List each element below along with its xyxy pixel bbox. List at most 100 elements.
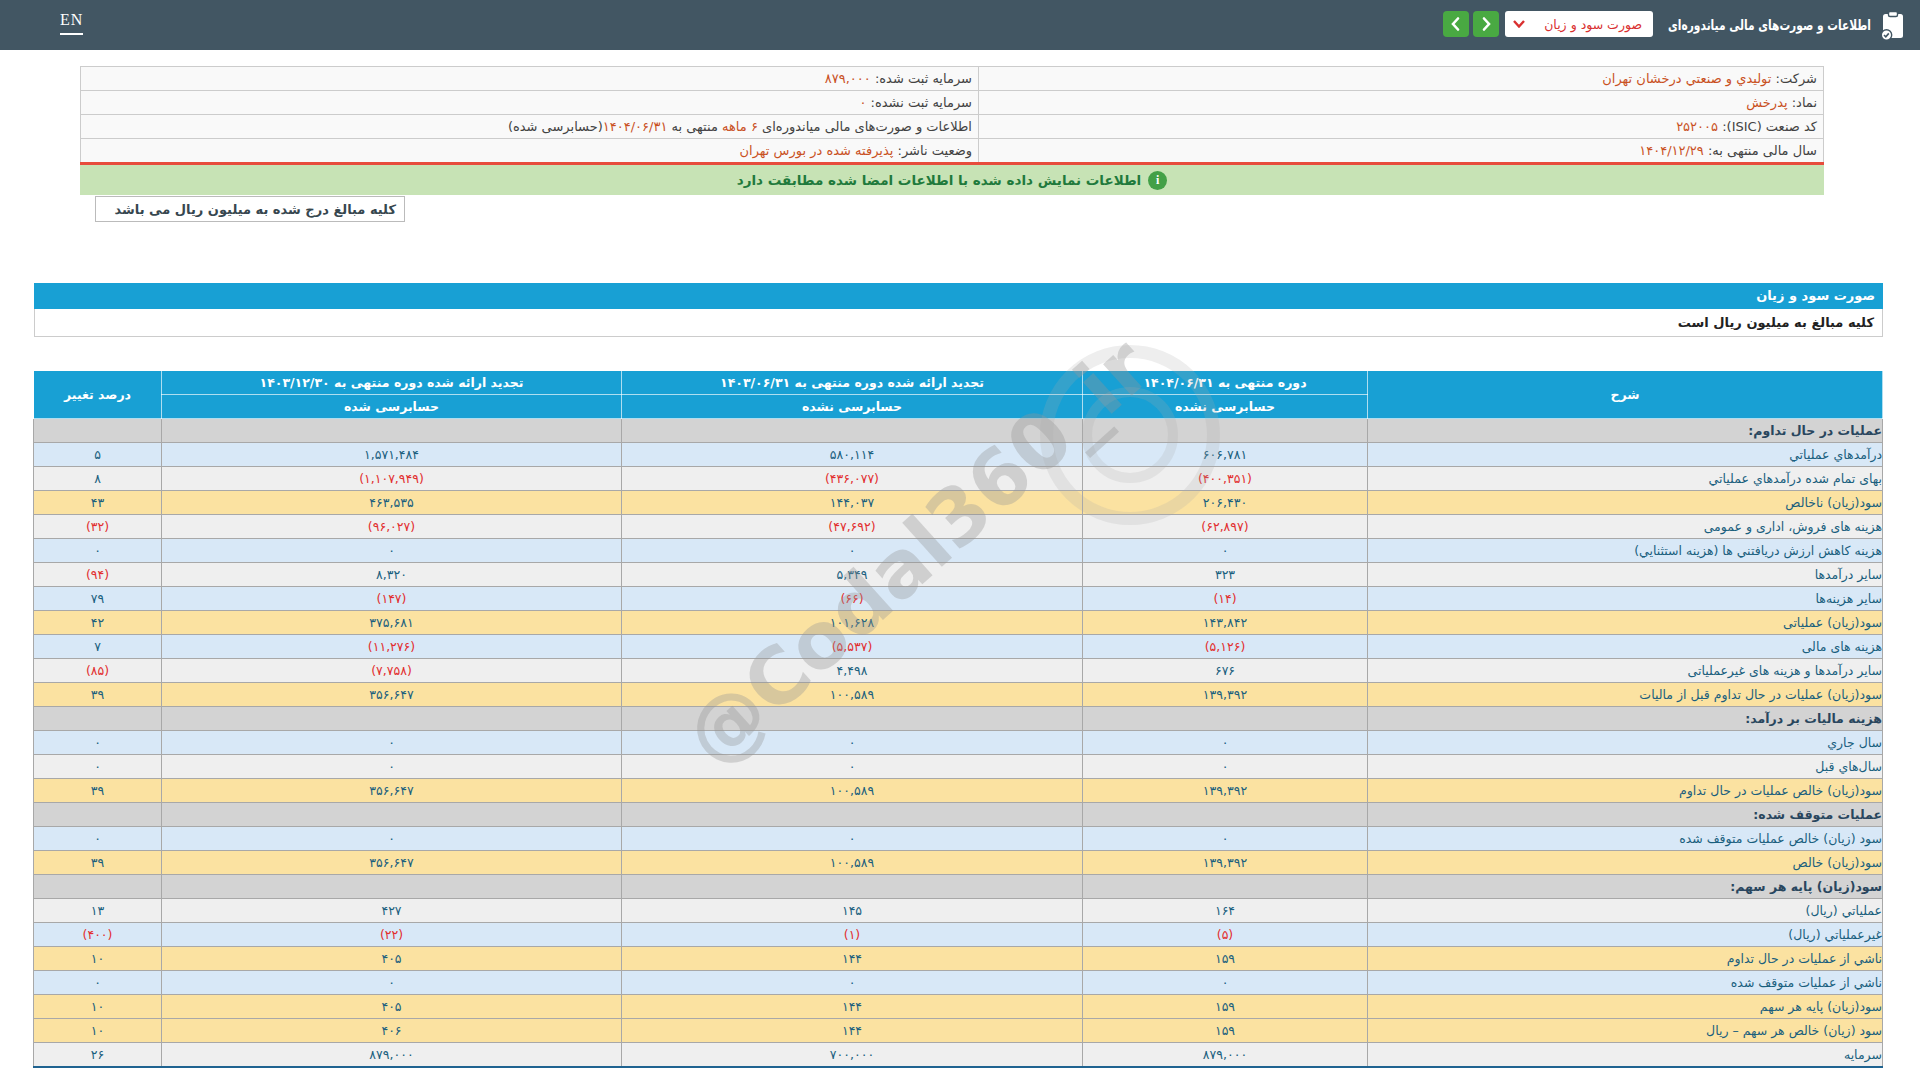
table-row: هزینه های مالی(۵,۱۲۶)(۵,۵۳۷)(۱۱,۲۷۶)۷ bbox=[34, 635, 1883, 659]
value-cell bbox=[622, 875, 1083, 899]
value-cell: ۰ bbox=[622, 731, 1083, 755]
table-row: درآمدهاي عملیاتي۶۰۶,۷۸۱۵۸۰,۱۱۴۱,۵۷۱,۴۸۴۵ bbox=[34, 443, 1883, 467]
value-cell: (۴۳۶,۰۷۷) bbox=[622, 467, 1083, 491]
symbol-value: پدرخش bbox=[1746, 95, 1787, 110]
value-cell: (۷,۷۵۸) bbox=[162, 659, 622, 683]
table-row: بهای تمام شده درآمدهاي عملیاتي(۴۰۰,۳۵۱)(… bbox=[34, 467, 1883, 491]
value-cell: ۳۵۶,۶۴۷ bbox=[162, 779, 622, 803]
value-cell: (۱۴) bbox=[1083, 587, 1368, 611]
row-label: سایر درآمدها bbox=[1368, 563, 1883, 587]
pct-cell bbox=[34, 803, 162, 827]
info-icon: i bbox=[1148, 171, 1167, 190]
row-label: سال‌هاي قبل bbox=[1368, 755, 1883, 779]
table-row: سود(زیان) خالص عملیات در حال تداوم۱۳۹,۳۹… bbox=[34, 779, 1883, 803]
pct-cell: ۰ bbox=[34, 755, 162, 779]
pct-cell: ۱۰ bbox=[34, 1019, 162, 1043]
company-row: سال مالی منتهی به: ۱۴۰۴/۱۲/۲۹ وضعیت ناشر… bbox=[81, 139, 1823, 163]
row-label: سود(زیان) پایه هر سهم bbox=[1368, 995, 1883, 1019]
row-label: عملیات در حال تداوم: bbox=[1368, 419, 1883, 443]
value-cell: ۵,۳۴۹ bbox=[622, 563, 1083, 587]
value-cell: ۰ bbox=[622, 971, 1083, 995]
value-cell: (۵) bbox=[1083, 923, 1368, 947]
pct-cell: ۰ bbox=[34, 971, 162, 995]
row-label: سایر درآمدها و هزینه های غیرعملیاتی bbox=[1368, 659, 1883, 683]
table-row: سود (زیان) خالص عملیات متوقف شده۰۰۰۰ bbox=[34, 827, 1883, 851]
value-cell: ۰ bbox=[1083, 539, 1368, 563]
header-pct-change: درصد تغییر bbox=[34, 371, 162, 419]
value-cell bbox=[1083, 803, 1368, 827]
header-year-period: تجدید ارائه شده دوره منتهی به ۱۴۰۳/۱۲/۳۰ bbox=[162, 371, 622, 395]
section-row: عملیات متوقف شده: bbox=[34, 803, 1883, 827]
language-switch-en[interactable]: EN bbox=[60, 11, 83, 35]
isic-value: ۲۵۲۰۰۵ bbox=[1676, 119, 1718, 134]
registered-capital-label: سرمایه ثبت شده: bbox=[875, 71, 972, 86]
value-cell: ۱۳۹,۳۹۲ bbox=[1083, 779, 1368, 803]
header-desc: شرح bbox=[1368, 371, 1883, 419]
row-label: عملیاتي (ریال) bbox=[1368, 899, 1883, 923]
value-cell: ۱۰۰,۵۸۹ bbox=[622, 683, 1083, 707]
fin-table-body: عملیات در حال تداوم:درآمدهاي عملیاتي۶۰۶,… bbox=[34, 419, 1883, 1067]
header-mid-period: تجدید ارائه شده دوره منتهی به ۱۴۰۳/۰۶/۳۱ bbox=[622, 371, 1083, 395]
value-cell: ۱۴۴ bbox=[622, 1019, 1083, 1043]
value-cell bbox=[1083, 875, 1368, 899]
company-row: شرکت: تولیدي و صنعتي درخشان تهران سرمایه… bbox=[81, 67, 1823, 91]
row-label: بهای تمام شده درآمدهاي عملیاتي bbox=[1368, 467, 1883, 491]
row-label: سایر هزینه‌ها bbox=[1368, 587, 1883, 611]
value-cell: (۱۴۷) bbox=[162, 587, 622, 611]
value-cell: (۱۱,۲۷۶) bbox=[162, 635, 622, 659]
statement-title-bar: صورت سود و زیان bbox=[34, 283, 1883, 309]
table-row: ناشي از عملیات در حال تداوم۱۵۹۱۴۴۴۰۵۱۰ bbox=[34, 947, 1883, 971]
registered-capital-value: ۸۷۹,۰۰۰ bbox=[825, 71, 871, 86]
fiscal-year-label: سال مالی منتهی به: bbox=[1708, 143, 1817, 158]
top-bar: EN اطلاعات و صورت‌های مالی میاندوره‌ای ص… bbox=[0, 0, 1920, 50]
table-row: سود(زیان) ناخالص۲۰۶,۴۳۰۱۴۴,۰۳۷۴۶۳,۵۳۵۴۳ bbox=[34, 491, 1883, 515]
header-current-period: دوره منتهی به ۱۴۰۴/۰۶/۳۱ bbox=[1083, 371, 1368, 395]
value-cell: (۴۷,۶۹۲) bbox=[622, 515, 1083, 539]
value-cell: ۴۲۷ bbox=[162, 899, 622, 923]
row-label: عملیات متوقف شده: bbox=[1368, 803, 1883, 827]
pct-cell: ۳۹ bbox=[34, 779, 162, 803]
row-label: سود(زیان) خالص bbox=[1368, 851, 1883, 875]
section-row: عملیات در حال تداوم: bbox=[34, 419, 1883, 443]
value-cell: ۰ bbox=[162, 827, 622, 851]
unregistered-capital-label: سرمایه ثبت نشده: bbox=[871, 95, 972, 110]
value-cell: ۸۷۹,۰۰۰ bbox=[162, 1043, 622, 1067]
row-label: ناشي از عملیات در حال تداوم bbox=[1368, 947, 1883, 971]
next-button[interactable] bbox=[1473, 11, 1499, 37]
row-label: غیرعملیاتي (ریال) bbox=[1368, 923, 1883, 947]
pct-cell: ۲۶ bbox=[34, 1043, 162, 1067]
symbol-label: نماد: bbox=[1792, 95, 1817, 110]
value-cell: ۱۳۹,۳۹۲ bbox=[1083, 851, 1368, 875]
value-cell: ۴۰۵ bbox=[162, 995, 622, 1019]
row-label: هزینه کاهش ارزش دریافتني ها (هزینه استثن… bbox=[1368, 539, 1883, 563]
value-cell: ۶۷۶ bbox=[1083, 659, 1368, 683]
value-cell: ۴,۴۹۸ bbox=[622, 659, 1083, 683]
row-label: سرمایه bbox=[1368, 1043, 1883, 1067]
pct-cell: ۷ bbox=[34, 635, 162, 659]
value-cell: ۴۰۵ bbox=[162, 947, 622, 971]
row-label: سود(زیان) عملیاتی bbox=[1368, 611, 1883, 635]
financial-table: شرح دوره منتهی به ۱۴۰۴/۰۶/۳۱ تجدید ارائه… bbox=[34, 370, 1883, 1068]
statement-select[interactable]: صورت سود و زیان bbox=[1505, 11, 1653, 37]
value-cell: ۱۳۹,۳۹۲ bbox=[1083, 683, 1368, 707]
value-cell bbox=[162, 803, 622, 827]
company-label: شرکت: bbox=[1776, 71, 1817, 86]
pct-cell: ۰ bbox=[34, 539, 162, 563]
pct-cell: ۵ bbox=[34, 443, 162, 467]
pct-cell: ۰ bbox=[34, 827, 162, 851]
value-cell: (۶۶) bbox=[622, 587, 1083, 611]
section-row: سود(زیان) پایه هر سهم: bbox=[34, 875, 1883, 899]
prev-button[interactable] bbox=[1443, 11, 1469, 37]
table-row: هزینه های فروش، اداری و عمومی(۶۲,۸۹۷)(۴۷… bbox=[34, 515, 1883, 539]
value-cell: (۱,۱۰۷,۹۴۹) bbox=[162, 467, 622, 491]
pct-cell bbox=[34, 419, 162, 443]
pct-cell: ۱۰ bbox=[34, 995, 162, 1019]
value-cell: ۰ bbox=[1083, 731, 1368, 755]
value-cell: ۳۲۳ bbox=[1083, 563, 1368, 587]
value-cell: ۳۵۶,۶۴۷ bbox=[162, 683, 622, 707]
signed-info-banner: i اطلاعات نمایش داده شده با اطلاعات امضا… bbox=[80, 165, 1824, 195]
isic-label: کد صنعت (ISIC): bbox=[1722, 119, 1817, 134]
value-cell: ۰ bbox=[1083, 971, 1368, 995]
table-row: ناشي از عملیات متوقف شده۰۰۰۰ bbox=[34, 971, 1883, 995]
value-cell: ۴۶۳,۵۳۵ bbox=[162, 491, 622, 515]
